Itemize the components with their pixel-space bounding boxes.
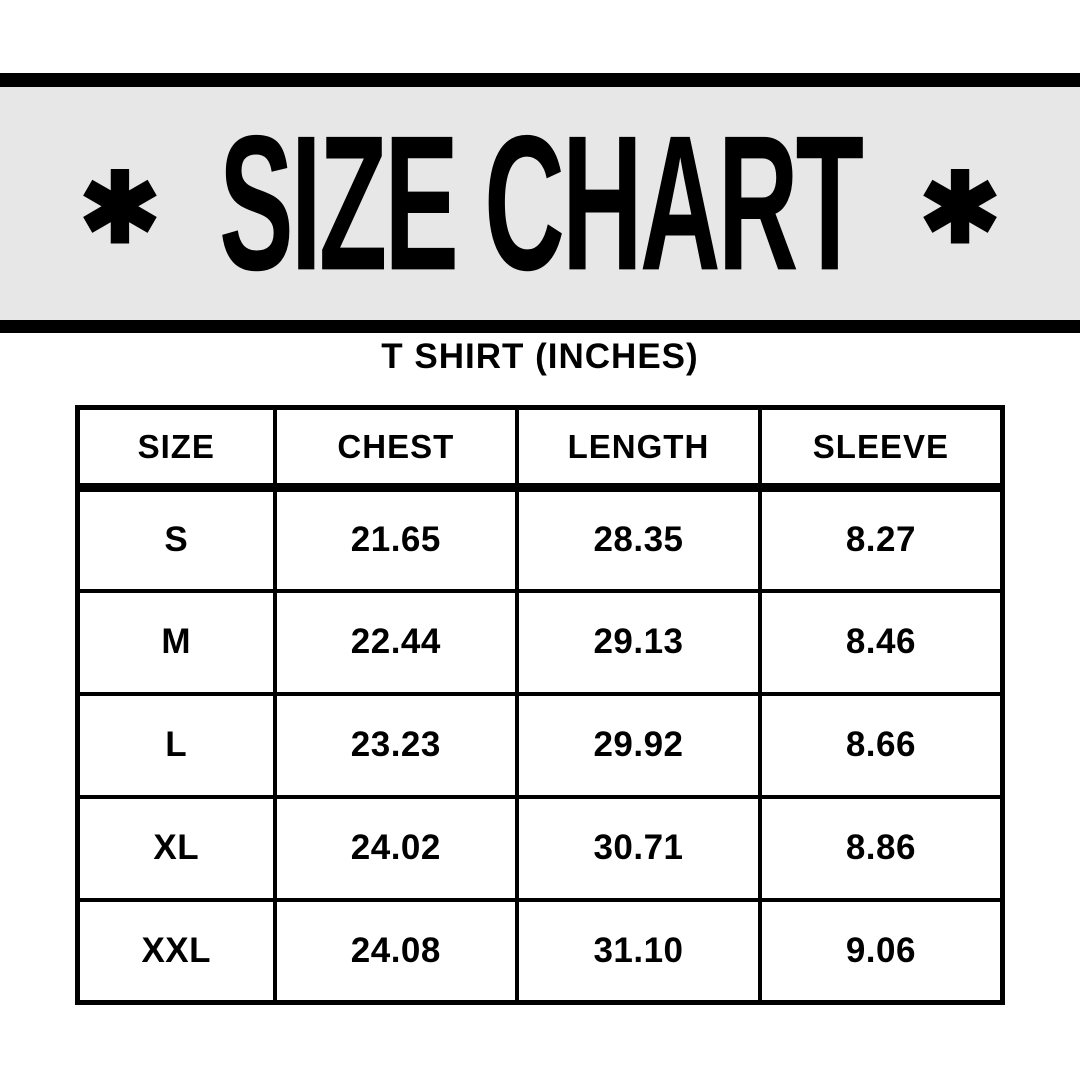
table-row: L 23.23 29.92 8.66 <box>75 691 1005 799</box>
size-label-cell: M <box>75 588 277 696</box>
table-row: XL 24.02 30.71 8.86 <box>75 794 1005 902</box>
table-header-row: SIZE CHEST LENGTH SLEEVE <box>75 405 1005 492</box>
size-label-cell: S <box>75 485 277 593</box>
table-row: S 21.65 28.35 8.27 <box>75 485 1005 593</box>
length-value-cell: 29.92 <box>515 691 762 799</box>
size-table: SIZE CHEST LENGTH SLEEVE S 21.65 28.35 8… <box>75 405 1005 1005</box>
length-value-cell: 29.13 <box>515 588 762 696</box>
table-subtitle: T SHIRT (INCHES) <box>381 337 699 376</box>
chest-value-cell: 24.08 <box>272 897 520 1005</box>
length-value-cell: 28.35 <box>515 485 762 593</box>
sleeve-value-cell: 9.06 <box>757 897 1005 1005</box>
chest-value-cell: 23.23 <box>272 691 520 799</box>
asterisk-icon: ✱ <box>78 152 161 263</box>
chest-value-cell: 24.02 <box>272 794 520 902</box>
header-banner: ✱ SIZE CHART ✱ <box>0 87 1080 320</box>
column-header-length: LENGTH <box>515 405 762 492</box>
page-title: SIZE CHART <box>219 95 864 311</box>
chest-value-cell: 22.44 <box>272 588 520 696</box>
sleeve-value-cell: 8.86 <box>757 794 1005 902</box>
column-header-chest: CHEST <box>272 405 520 492</box>
sleeve-value-cell: 8.66 <box>757 691 1005 799</box>
size-label-cell: L <box>75 691 277 799</box>
column-header-size: SIZE <box>75 405 277 492</box>
bottom-divider-bar <box>0 320 1080 333</box>
sleeve-value-cell: 8.46 <box>757 588 1005 696</box>
table-row: M 22.44 29.13 8.46 <box>75 588 1005 696</box>
column-header-sleeve: SLEEVE <box>757 405 1005 492</box>
length-value-cell: 31.10 <box>515 897 762 1005</box>
top-divider-bar <box>0 73 1080 87</box>
size-label-cell: XXL <box>75 897 277 1005</box>
sleeve-value-cell: 8.27 <box>757 485 1005 593</box>
table-row: XXL 24.08 31.10 9.06 <box>75 897 1005 1005</box>
size-label-cell: XL <box>75 794 277 902</box>
length-value-cell: 30.71 <box>515 794 762 902</box>
chest-value-cell: 21.65 <box>272 485 520 593</box>
asterisk-icon: ✱ <box>919 152 1002 263</box>
